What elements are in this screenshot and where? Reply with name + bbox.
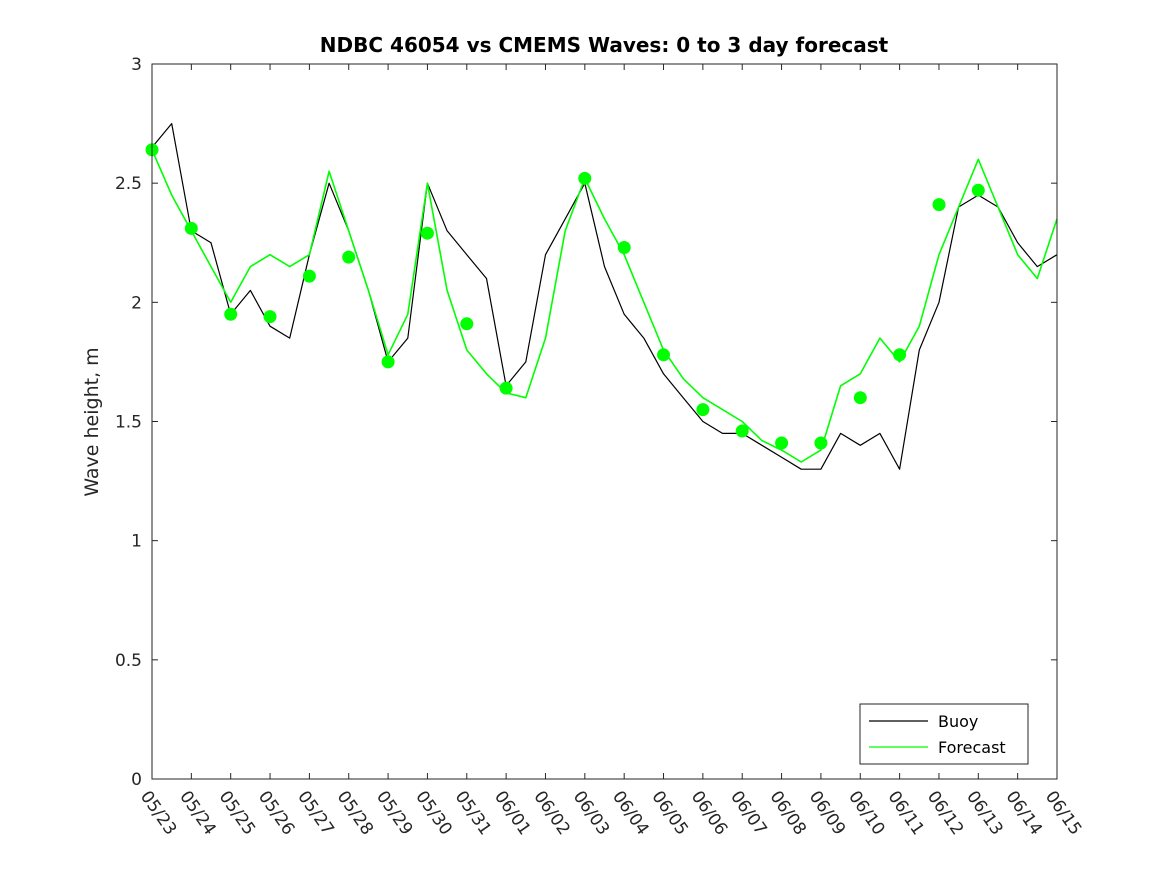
forecast-marker — [932, 198, 946, 212]
forecast-marker — [184, 221, 198, 235]
forecast-marker — [853, 391, 867, 405]
forecast-marker — [460, 317, 474, 331]
forecast-marker — [420, 226, 434, 240]
forecast-marker — [224, 307, 238, 321]
y-tick-label: 0 — [131, 770, 142, 790]
legend-label-buoy: Buoy — [938, 712, 978, 731]
legend-box — [859, 703, 1029, 765]
forecast-marker — [735, 424, 749, 438]
forecast-marker — [302, 269, 316, 283]
forecast-marker — [381, 355, 395, 369]
y-tick-label: 3 — [131, 55, 142, 75]
legend-label-forecast: Forecast — [938, 738, 1006, 757]
series-line-forecast — [151, 149, 1058, 463]
y-tick-label: 1.5 — [115, 413, 142, 433]
y-axis-label: Wave height, m — [81, 347, 103, 496]
forecast-marker — [814, 436, 828, 450]
chart-title: NDBC 46054 vs CMEMS Waves: 0 to 3 day fo… — [320, 33, 889, 57]
forecast-marker — [617, 241, 631, 254]
legend: Buoy Forecast — [859, 703, 1029, 765]
forecast-marker — [657, 348, 670, 362]
forecast-marker — [971, 183, 985, 197]
forecast-marker — [893, 348, 907, 362]
series-line-buoy — [151, 122, 1058, 470]
y-tick-label: 2.5 — [115, 174, 142, 194]
forecast-marker — [263, 310, 277, 324]
forecast-marker — [775, 436, 789, 450]
y-tick-label: 0.5 — [115, 651, 142, 671]
forecast-marker — [696, 403, 710, 417]
forecast-marker — [578, 171, 592, 185]
y-tick-label: 2 — [131, 293, 142, 313]
forecast-marker — [342, 250, 356, 264]
y-tick-label: 1 — [131, 532, 142, 552]
forecast-marker — [499, 381, 513, 395]
